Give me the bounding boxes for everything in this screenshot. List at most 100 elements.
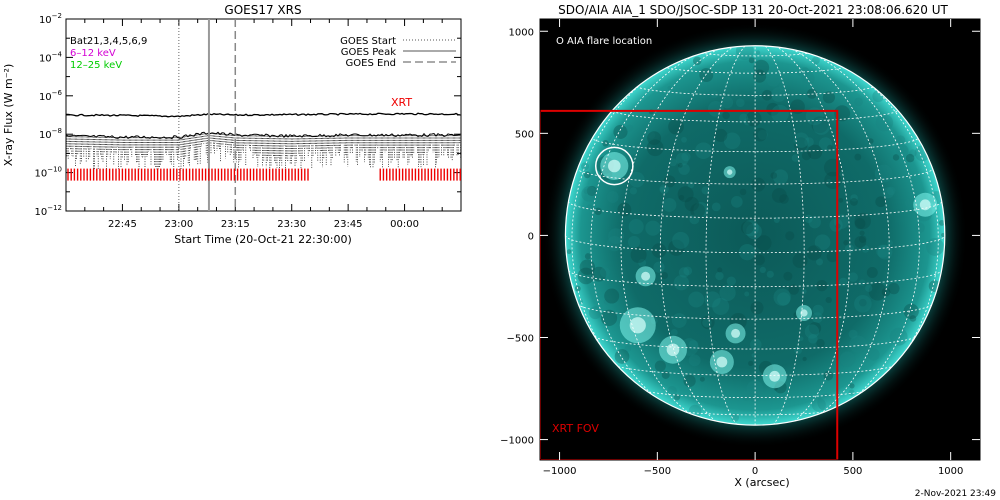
disk-texture [753, 59, 770, 76]
disk-texture [654, 360, 666, 372]
disk-texture [888, 282, 900, 295]
disk-texture [659, 184, 669, 194]
disk-texture [744, 291, 750, 297]
disk-texture [617, 202, 632, 217]
goes-legend-right-label: GOES End [346, 58, 396, 69]
disk-texture [586, 185, 598, 197]
goes-legend-right-label: GOES Peak [341, 47, 396, 58]
disk-texture [702, 318, 712, 328]
disk-texture [861, 245, 870, 253]
disk-texture [779, 82, 787, 91]
goes-y-tick-label: 10−4 [39, 50, 63, 64]
disk-texture [630, 246, 647, 263]
bright-region-core [641, 271, 651, 281]
disk-texture [808, 334, 818, 344]
latitude-line [576, 303, 934, 320]
latitude-line [568, 270, 942, 288]
disk-texture [707, 101, 724, 117]
disk-texture [678, 163, 690, 175]
disk-texture [854, 236, 867, 248]
disk-texture [838, 197, 844, 203]
goes-x-tick-label: 23:45 [334, 219, 363, 230]
disk-texture [647, 131, 656, 139]
goes-y-tick-base: 10 [39, 130, 52, 141]
disk-texture [829, 218, 843, 232]
goes-y-tick-exp: −4 [52, 50, 63, 58]
disk-texture [844, 244, 855, 254]
aia-y-tick-label: −500 [507, 334, 534, 345]
disk-texture [793, 137, 808, 152]
aia-y-tick-label: −1000 [500, 436, 534, 447]
longitude-line [754, 45, 805, 426]
aia-x-tick-label: −500 [644, 466, 671, 477]
disk-texture [785, 231, 795, 241]
disk-texture [721, 96, 734, 109]
aia-x-tick-label: 1000 [938, 466, 963, 477]
disk-texture [887, 239, 893, 246]
goes-x-axis: 22:45 23:00 23:15 23:30 23:45 00:00 [84, 19, 443, 230]
disk-texture [748, 57, 755, 64]
disk-texture [753, 127, 767, 142]
disk-texture [801, 288, 807, 295]
disk-texture [711, 202, 721, 212]
disk-texture [625, 124, 634, 132]
disk-texture [849, 383, 855, 389]
disk-texture [688, 354, 701, 367]
disk-texture [740, 221, 754, 235]
aia-x-tick-label: 500 [843, 466, 862, 477]
goes-legend-left-item: 6–12 keV [70, 48, 116, 59]
disk-texture [875, 196, 887, 208]
disk-texture [677, 186, 694, 203]
bright-region-core [726, 169, 733, 175]
disk-texture [801, 151, 812, 161]
disk-texture [802, 356, 807, 362]
disk-texture [766, 270, 774, 278]
aia-x-axis: −1000 −500 0 500 1000 [543, 19, 963, 477]
goes-x-tick-label: 23:15 [221, 219, 250, 230]
disk-texture [882, 187, 894, 199]
disk-texture [886, 186, 896, 196]
disk-texture [859, 279, 866, 286]
disk-texture [690, 203, 706, 218]
disk-texture [591, 266, 607, 282]
disk-texture [738, 243, 756, 261]
longitude-line [705, 45, 756, 426]
disk-texture [766, 72, 781, 87]
disk-texture [826, 250, 839, 263]
disk-texture [850, 194, 858, 202]
disk-texture [678, 194, 685, 201]
disk-texture [629, 187, 637, 195]
disk-texture [624, 345, 632, 352]
disk-texture [757, 129, 768, 140]
disk-texture [704, 291, 721, 308]
disk-texture [941, 233, 945, 238]
longitude-line [590, 45, 756, 426]
disk-texture [854, 97, 863, 107]
disk-texture [675, 152, 689, 166]
footer-timestamp: 2-Nov-2021 23:49 [915, 489, 997, 499]
disk-texture [797, 70, 803, 76]
disk-texture [756, 235, 772, 251]
disk-texture [579, 259, 596, 275]
disk-texture [859, 298, 867, 307]
disk-texture [668, 118, 684, 135]
disk-texture [581, 186, 598, 202]
xrt-fov-label: XRT FOV [552, 422, 599, 435]
aia-y-axis: −1000 −500 0 500 1000 [500, 27, 980, 447]
disk-texture [577, 267, 595, 285]
disk-texture [905, 153, 915, 163]
disk-texture [843, 239, 849, 246]
disk-texture [854, 153, 862, 161]
disk-texture [875, 113, 894, 132]
goes-y-tick-exp: −12 [47, 204, 62, 212]
disk-texture [801, 71, 815, 86]
xrt-label: XRT [391, 96, 412, 109]
goes-y-tick-label: 10−8 [39, 127, 62, 141]
disk-texture [750, 301, 764, 315]
disk-texture [673, 275, 690, 291]
goes-series-line [66, 112, 461, 118]
disk-texture [761, 89, 773, 101]
disk-texture [701, 315, 715, 330]
